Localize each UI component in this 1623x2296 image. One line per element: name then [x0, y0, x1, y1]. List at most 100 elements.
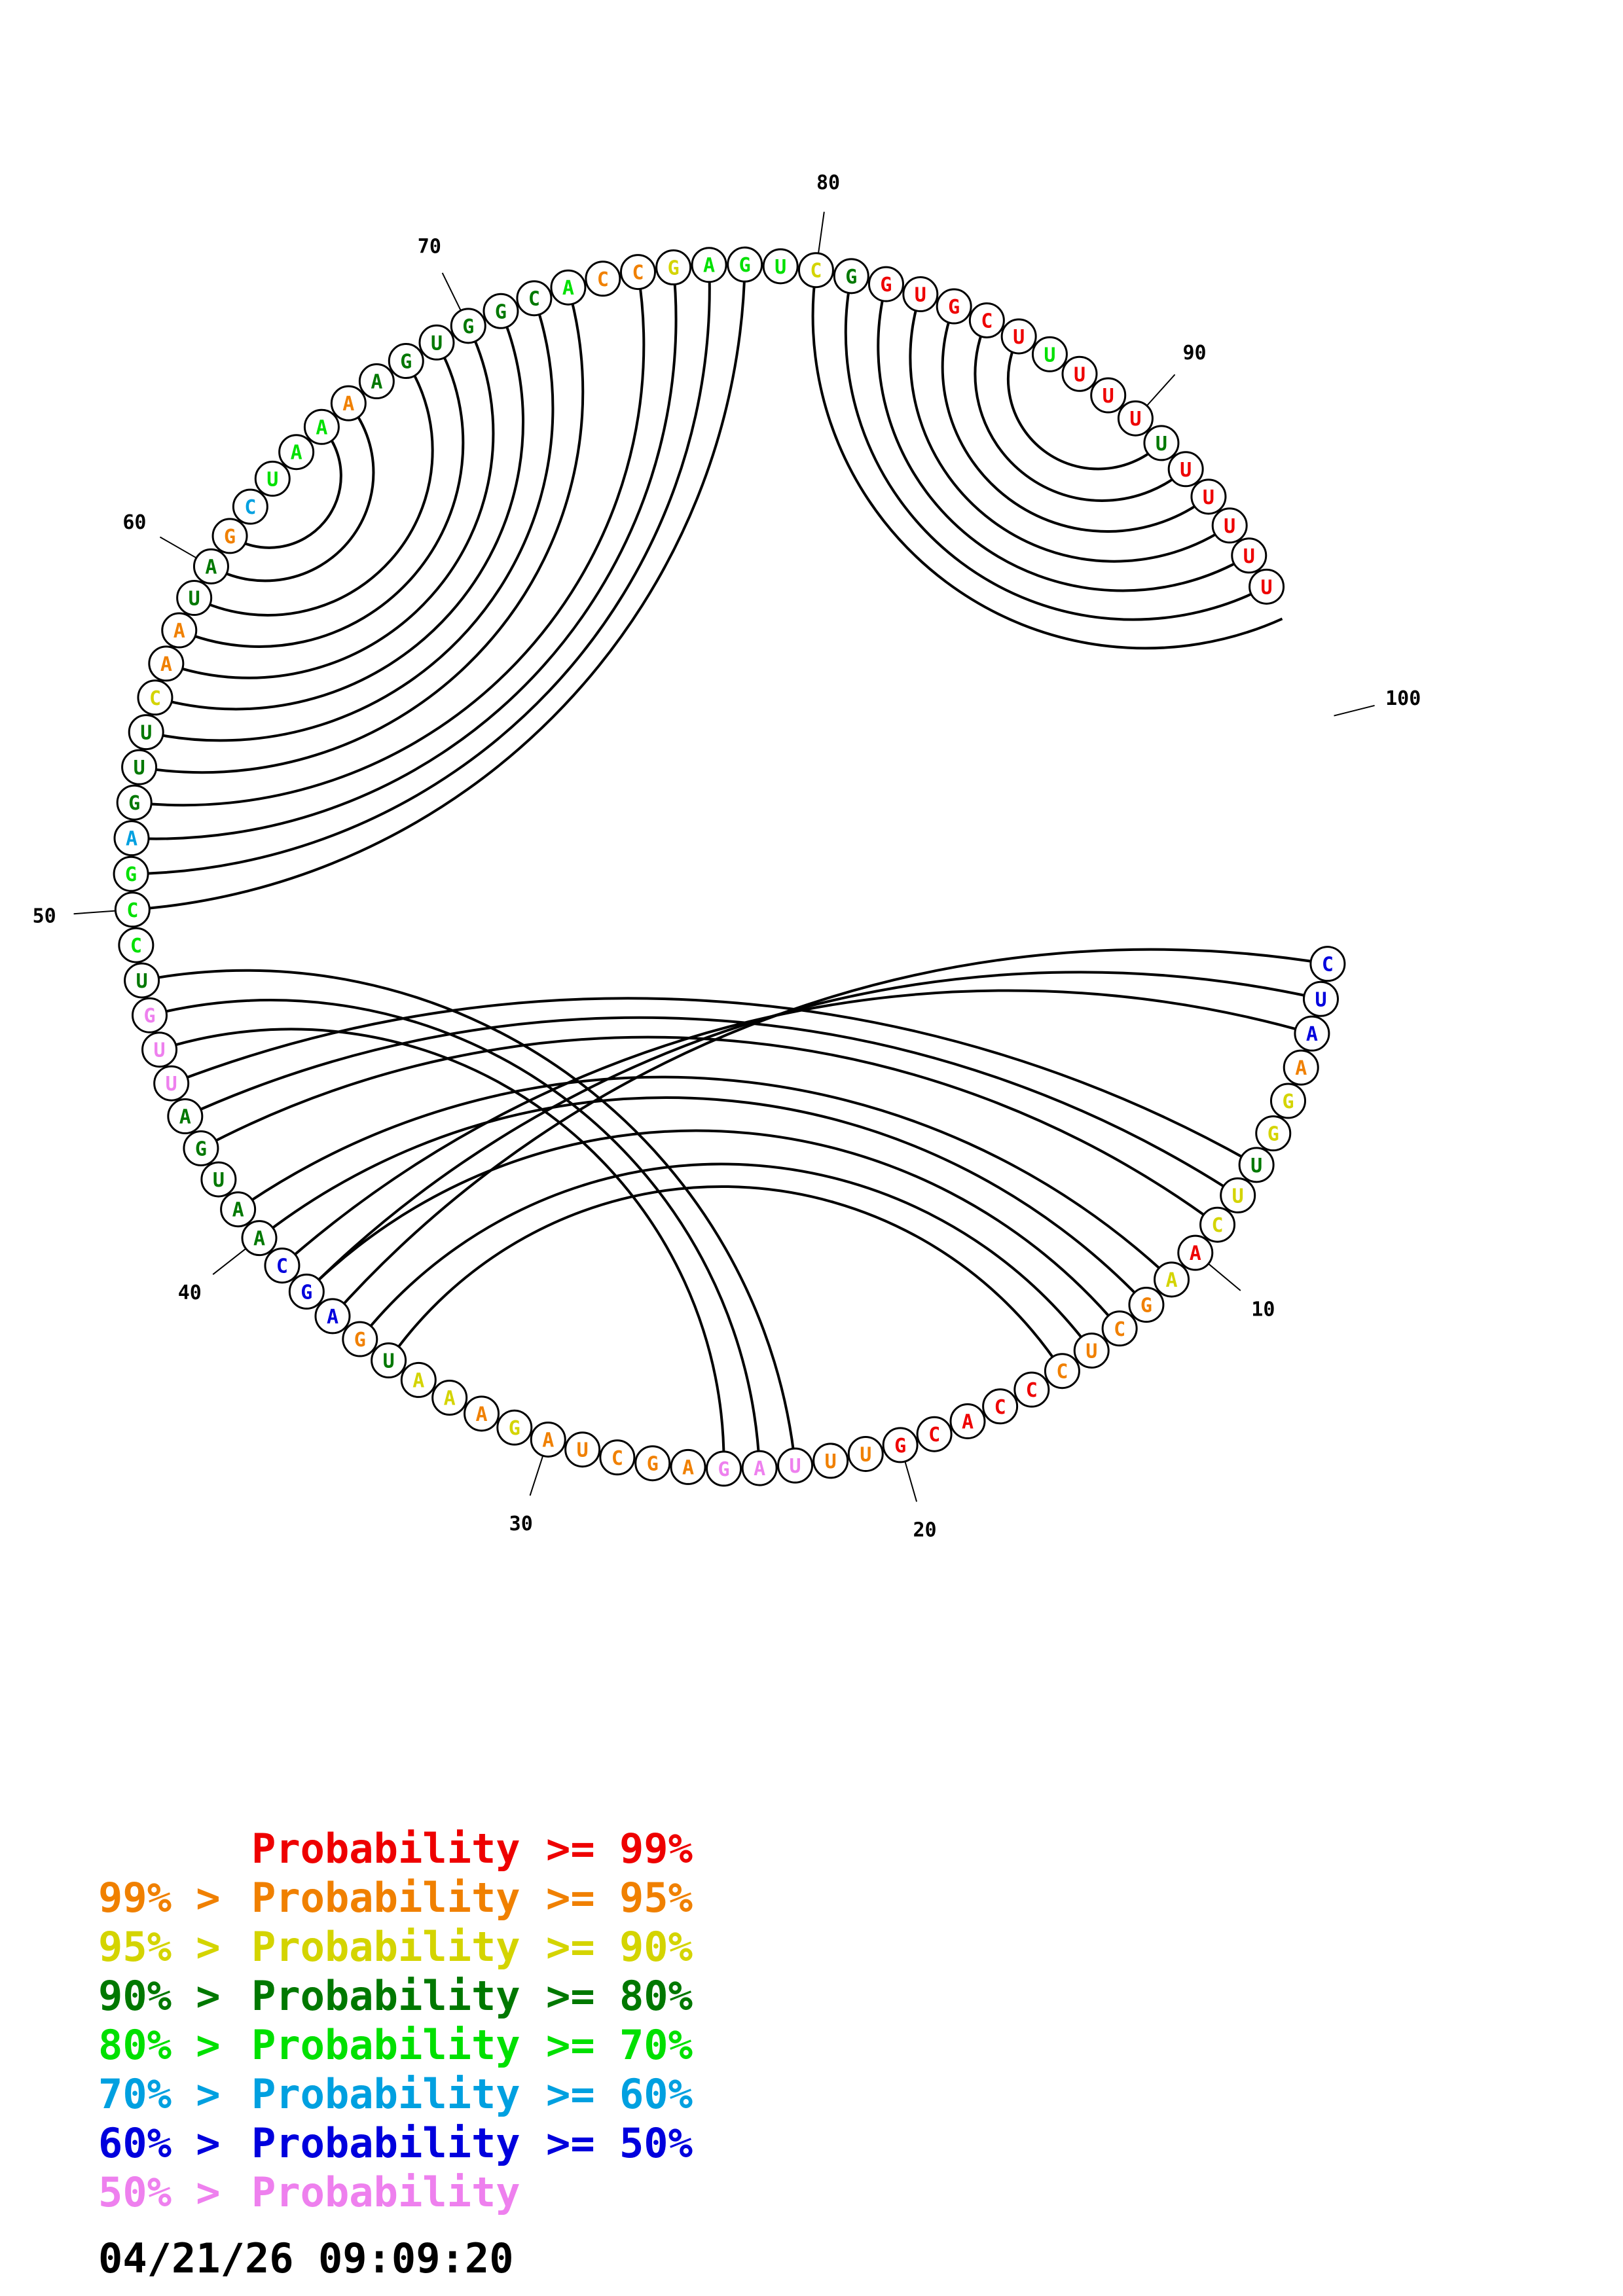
nucleotide-letter-59: U	[189, 587, 200, 610]
nucleotide-circle-33	[431, 1380, 468, 1416]
nucleotide-letter-51: G	[125, 863, 137, 886]
nucleotide-circle-39	[264, 1247, 301, 1284]
nucleotide-64: A	[278, 434, 315, 471]
base-pair-arc-14-36	[359, 1162, 1093, 1352]
nucleotide-letter-84: G	[948, 296, 960, 319]
nucleotide-29: U	[564, 1431, 601, 1468]
base-pair-arc-61-65	[229, 425, 342, 549]
nucleotide-letter-67: A	[371, 371, 382, 394]
nucleotide-33: A	[431, 1380, 468, 1416]
nucleotide-26: A	[670, 1448, 706, 1485]
nucleotide-circle-31	[496, 1409, 533, 1446]
base-pair-arc-15-35	[387, 1185, 1064, 1372]
legend-row-3: 95% > Probability >= 90%	[98, 1924, 693, 1970]
nucleotide-95: U	[1231, 537, 1267, 574]
nucleotide-letter-24: A	[754, 1458, 765, 1480]
nucleotide-96: U	[1249, 568, 1285, 605]
nucleotide-92: U	[1167, 451, 1204, 488]
nucleotide-letter-64: A	[291, 442, 302, 465]
nucleotide-circle-49	[118, 927, 155, 963]
nucleotide-71: G	[483, 293, 519, 329]
nucleotide-34: A	[400, 1361, 437, 1398]
nucleotide-7: U	[1238, 1147, 1275, 1183]
nucleotide-circle-68	[388, 343, 424, 380]
nucleotide-circle-84	[936, 288, 972, 325]
legend-row-5: 80% > Probability >= 70%	[98, 2022, 693, 2068]
nucleotide-letter-38: G	[301, 1281, 312, 1304]
nucleotide-57: A	[148, 645, 185, 682]
nucleotide-46: U	[141, 1031, 178, 1068]
nucleotide-circle-76	[655, 249, 692, 286]
nucleotide-letter-6: G	[1267, 1123, 1279, 1146]
nucleotide-6: G	[1255, 1115, 1292, 1152]
legend-label: Probability	[251, 1972, 520, 2020]
nucleotide-10: A	[1177, 1234, 1214, 1271]
nucleotide-circle-17	[982, 1388, 1019, 1425]
nucleotide-43: G	[183, 1130, 219, 1166]
index-tick-30	[529, 1455, 544, 1496]
nucleotide-11: A	[1154, 1261, 1190, 1298]
nucleotide-circle-67	[358, 363, 395, 400]
nucleotide-54: U	[121, 749, 158, 785]
nucleotide-19: C	[916, 1416, 953, 1452]
nucleotide-letter-88: U	[1074, 363, 1085, 386]
legend-suffix: >= 50%	[546, 2119, 693, 2167]
nucleotide-52: A	[113, 820, 150, 857]
index-label-70: 70	[418, 236, 441, 259]
index-label-100: 100	[1385, 687, 1421, 710]
base-pair-arc-59-68	[193, 360, 434, 617]
nucleotide-letter-94: U	[1224, 515, 1235, 538]
nucleotide-letter-61: G	[224, 526, 236, 548]
nucleotide-circle-7	[1238, 1147, 1275, 1183]
nucleotide-circle-91	[1143, 425, 1180, 461]
nucleotide-letter-45: U	[166, 1073, 177, 1096]
legend-label: Probability	[251, 2070, 520, 2118]
nucleotide-circle-65	[303, 408, 340, 445]
nucleotide-53: G	[116, 784, 153, 821]
base-pair-arc-83-94	[909, 293, 1231, 563]
nucleotide-circle-95	[1231, 537, 1267, 574]
nucleotide-circle-23	[777, 1447, 814, 1484]
legend-suffix: >= 70%	[546, 2021, 693, 2069]
index-tick-100	[1334, 704, 1375, 717]
nucleotide-circle-51	[113, 855, 149, 892]
nucleotide-94: U	[1211, 507, 1248, 544]
nucleotide-letter-13: C	[1114, 1318, 1125, 1341]
nucleotide-circle-88	[1061, 355, 1098, 392]
nucleotide-circle-19	[916, 1416, 953, 1452]
nucleotide-23: U	[777, 1447, 814, 1484]
nucleotide-circle-82	[867, 266, 904, 302]
nucleotide-letter-74: C	[597, 268, 609, 291]
nucleotide-88: U	[1061, 355, 1098, 392]
nucleotide-91: U	[1143, 425, 1180, 461]
timestamp: 04/21/26 09:09:20	[98, 2234, 514, 2282]
nucleotide-circle-59	[176, 579, 213, 616]
nucleotide-letter-30: A	[542, 1429, 554, 1452]
legend-label: Probability	[251, 2021, 520, 2069]
legend-row-4: 90% > Probability >= 80%	[98, 1973, 693, 2019]
index-tick-20	[904, 1461, 918, 1502]
base-pair-arc-53-75	[134, 272, 646, 807]
nucleotide-4: A	[1283, 1049, 1319, 1086]
nucleotide-28: C	[599, 1439, 636, 1476]
base-pair-arc-60-66	[210, 402, 375, 583]
nucleotide-41: A	[220, 1191, 257, 1228]
nucleotide-circle-87	[1031, 336, 1068, 372]
nucleotide-circle-62	[232, 488, 268, 525]
legend-suffix: >= 80%	[546, 1972, 693, 2020]
nucleotide-letter-90: U	[1129, 408, 1141, 431]
base-pair-arc-13-38	[305, 1129, 1121, 1330]
nucleotide-letter-75: C	[632, 262, 644, 285]
nucleotide-circle-14	[1073, 1333, 1110, 1369]
nucleotide-letter-92: U	[1180, 459, 1192, 482]
nucleotide-74: C	[585, 260, 621, 297]
nucleotide-letter-76: G	[668, 257, 680, 280]
base-pair-arc-82-95	[877, 283, 1250, 592]
nucleotide-letter-49: C	[130, 935, 142, 958]
nucleotide-circle-57	[148, 645, 185, 682]
index-tick-lines	[73, 211, 1375, 1502]
nucleotide-letter-5: G	[1282, 1090, 1294, 1113]
index-label-80: 80	[816, 171, 840, 194]
nucleotide-letter-3: A	[1306, 1023, 1318, 1046]
index-tick-40	[212, 1247, 247, 1275]
